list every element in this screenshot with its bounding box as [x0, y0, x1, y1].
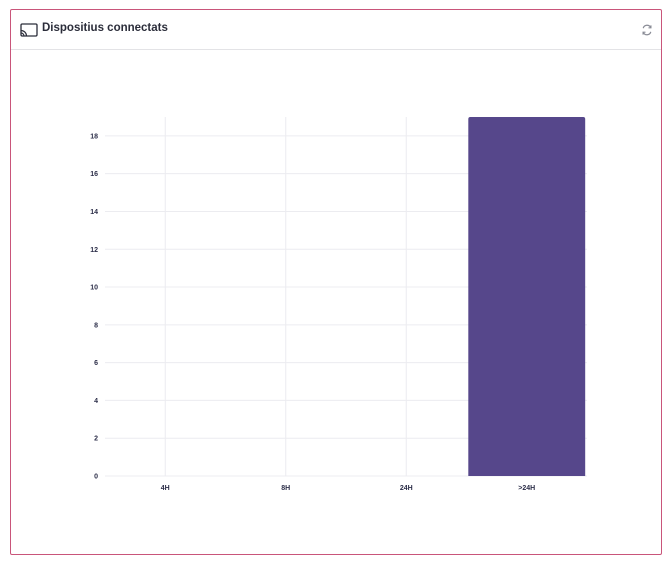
y-tick-label: 4 [94, 398, 98, 405]
y-tick-label: 14 [90, 209, 98, 216]
x-tick-label: 24H [400, 485, 413, 492]
widget-title: Dispositius connectats [42, 22, 168, 34]
y-tick-label: 8 [94, 322, 98, 329]
y-tick-label: 10 [90, 285, 98, 292]
x-tick-label: 4H [161, 485, 170, 492]
bar [468, 117, 586, 476]
x-tick-label: >24H [518, 485, 535, 492]
widget-header: Dispositius connectats [11, 10, 661, 50]
y-tick-label: 2 [94, 436, 98, 443]
x-tick-label: 8H [281, 485, 290, 492]
y-tick-label: 6 [94, 360, 98, 367]
y-tick-label: 16 [90, 171, 98, 178]
y-tick-label: 12 [90, 247, 98, 254]
y-tick-label: 18 [90, 133, 98, 140]
cast-icon [20, 23, 38, 37]
refresh-icon[interactable] [640, 23, 654, 37]
y-tick-label: 0 [94, 474, 98, 481]
